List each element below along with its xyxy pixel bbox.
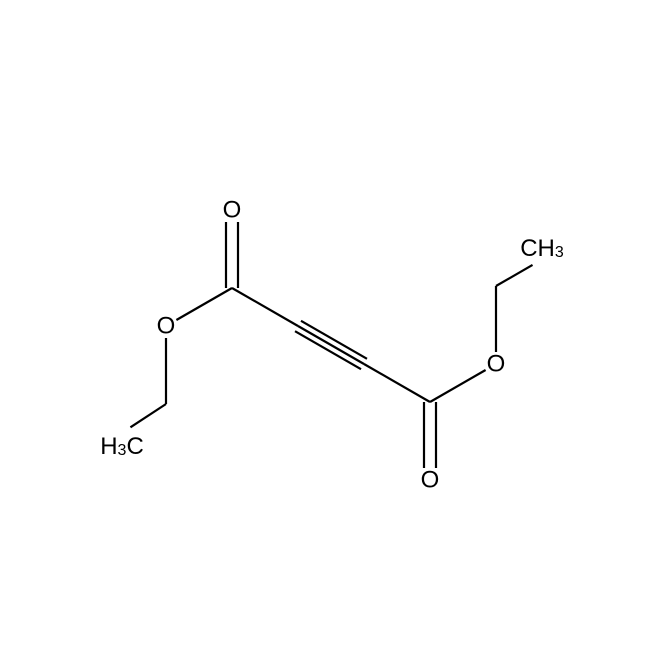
bond xyxy=(176,288,232,320)
atom-label-O9: O xyxy=(421,467,440,494)
bond xyxy=(232,288,298,326)
atom-label-C12: CH3 xyxy=(520,235,564,262)
bond xyxy=(430,370,486,402)
bond xyxy=(496,265,533,286)
atom-label-O10: O xyxy=(487,351,506,378)
bond xyxy=(130,404,166,427)
bond xyxy=(298,326,364,364)
bond xyxy=(364,364,430,402)
atom-label-C1: H3C xyxy=(100,433,144,460)
atom-label-O3: O xyxy=(157,313,176,340)
molecule-diagram: H3C O O O O CH3 xyxy=(0,0,650,650)
atom-label-O5: O xyxy=(223,197,242,224)
